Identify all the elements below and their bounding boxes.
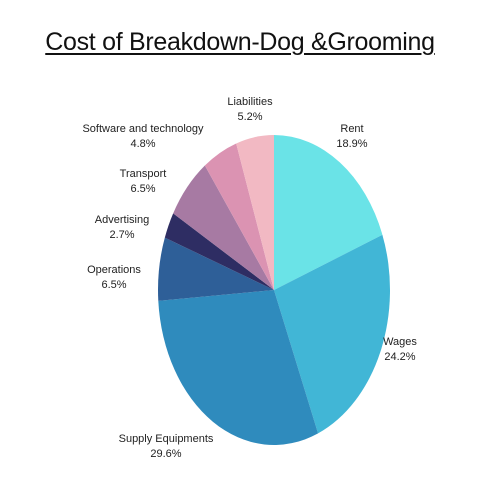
slice-value: 6.5% — [130, 183, 155, 195]
slice-label: Liabilities — [227, 96, 273, 108]
slice-value: 5.2% — [237, 111, 262, 123]
pie-slice-rent — [274, 135, 383, 290]
slice-label: Supply Equipments — [119, 433, 214, 445]
slice-value: 24.2% — [384, 351, 415, 363]
slice-label: Transport — [120, 168, 167, 180]
pie-slice-operations — [158, 237, 274, 301]
slice-label: Operations — [87, 264, 141, 276]
chart-title: Cost of Breakdown-Dog &Grooming — [45, 28, 435, 56]
slice-value: 29.6% — [150, 448, 181, 460]
pie-slice-wages — [274, 234, 390, 434]
slice-value: 6.5% — [101, 279, 126, 291]
pie-slice-software-and-technology — [204, 143, 274, 290]
slice-value: 4.8% — [130, 138, 155, 150]
pie-slices — [158, 135, 390, 445]
slice-label: Advertising — [95, 214, 149, 226]
pie-slice-supply-equipments — [158, 290, 319, 445]
slice-label: Software and technology — [82, 123, 204, 135]
pie-slice-advertising — [164, 213, 274, 290]
pie-slice-transport — [173, 165, 274, 290]
slice-label: Wages — [383, 336, 417, 348]
slice-value: 2.7% — [109, 229, 134, 241]
pie-labels: Rent 18.9% Wages 24.2% Supply Equipments 29.6… — [82, 96, 417, 460]
slice-label: Rent — [340, 123, 363, 135]
pie-slice-liabilities — [236, 135, 274, 290]
slice-value: 18.9% — [336, 138, 367, 150]
